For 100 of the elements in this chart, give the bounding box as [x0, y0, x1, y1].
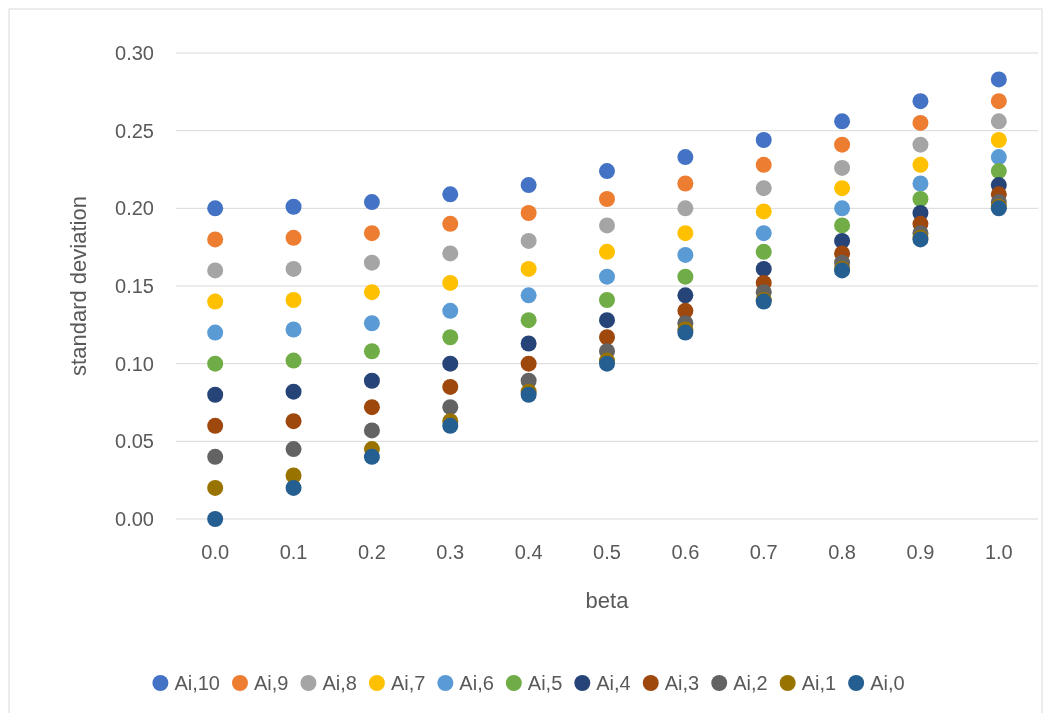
point: [520, 204, 537, 221]
x-tick-label: 0.0: [201, 541, 230, 563]
point: [285, 198, 302, 215]
legend-label: Ai,1: [801, 672, 837, 694]
point: [912, 93, 929, 110]
point: [207, 355, 224, 372]
point: [363, 315, 380, 332]
point: [363, 343, 380, 360]
point: [207, 511, 224, 527]
point: [207, 231, 224, 248]
point: [912, 114, 929, 131]
point: [285, 229, 302, 246]
point: [834, 180, 851, 197]
point: [442, 417, 459, 434]
point: [677, 200, 694, 217]
point: [363, 254, 380, 271]
legend-label: Ai,8: [322, 672, 357, 694]
point: [363, 225, 380, 242]
legend-label: Ai,3: [664, 672, 700, 694]
point: [677, 268, 694, 285]
point: [442, 186, 459, 203]
y-tick-label: 0.20: [115, 197, 154, 220]
y-tick-label: 0.30: [115, 42, 154, 64]
point: [990, 149, 1007, 166]
y-tick-label: 0.00: [115, 508, 154, 530]
point: [990, 93, 1007, 110]
point: [207, 262, 224, 279]
point: [442, 302, 459, 319]
point: [363, 194, 380, 211]
point: [285, 260, 302, 277]
point: [285, 413, 302, 430]
point: [912, 136, 929, 153]
point: [599, 243, 615, 260]
x-tick-label: 0.6: [671, 541, 700, 563]
point: [755, 243, 772, 260]
point: [677, 287, 694, 304]
y-tick-label: 0.05: [115, 430, 154, 453]
point: [990, 71, 1007, 88]
x-tick-label: 1.0: [984, 541, 1013, 563]
x-tick-label: 0.7: [749, 541, 778, 563]
point: [599, 268, 615, 285]
point: [834, 113, 851, 130]
legend-label: Ai,0: [870, 672, 905, 694]
x-tick-label: 0.2: [358, 541, 386, 563]
point: [363, 399, 380, 416]
point: [363, 372, 380, 389]
point: [677, 225, 694, 242]
point: [520, 312, 537, 329]
point: [520, 232, 537, 249]
point: [442, 378, 459, 395]
point: [442, 329, 459, 346]
x-tick-label: 0.4: [514, 541, 543, 563]
point: [442, 399, 459, 416]
x-tick-label: 0.1: [279, 541, 308, 563]
point: [834, 200, 851, 217]
point: [363, 284, 380, 301]
point: [207, 479, 224, 496]
x-axis-title: beta: [585, 588, 630, 613]
point: [285, 291, 302, 308]
point: [599, 217, 615, 234]
point: [207, 448, 224, 465]
x-tick-label: 0.8: [828, 541, 856, 563]
point: [912, 191, 929, 208]
point: [207, 417, 224, 434]
point: [677, 246, 694, 263]
point: [599, 329, 615, 346]
point: [520, 355, 537, 372]
point: [520, 260, 537, 277]
y-tick-label: 0.10: [115, 352, 154, 375]
point: [442, 274, 459, 291]
y-axis-title: standard deviation: [66, 196, 91, 376]
point: [520, 335, 537, 352]
point: [285, 321, 302, 338]
point: [442, 215, 459, 232]
point: [755, 225, 772, 242]
point: [285, 479, 302, 496]
point: [990, 131, 1007, 148]
point: [990, 163, 1007, 180]
point: [755, 156, 772, 173]
legend-label: Ai,5: [527, 672, 563, 694]
point: [520, 177, 537, 194]
legend-label: Ai,10: [174, 672, 220, 694]
point: [755, 260, 772, 277]
x-tick-label: 0.5: [593, 541, 621, 563]
point: [912, 156, 929, 173]
point: [207, 200, 224, 217]
point: [755, 131, 772, 148]
point: [207, 324, 224, 341]
x-tick-label: 0.9: [906, 541, 935, 563]
point: [834, 159, 851, 176]
point: [834, 136, 851, 153]
legend-label: Ai,7: [390, 672, 426, 694]
point: [834, 217, 851, 234]
point: [363, 448, 380, 465]
point: [599, 163, 615, 180]
point: [285, 352, 302, 369]
point: [363, 422, 380, 439]
point: [755, 180, 772, 197]
point: [285, 441, 302, 458]
legend-label: Ai,2: [733, 672, 768, 694]
